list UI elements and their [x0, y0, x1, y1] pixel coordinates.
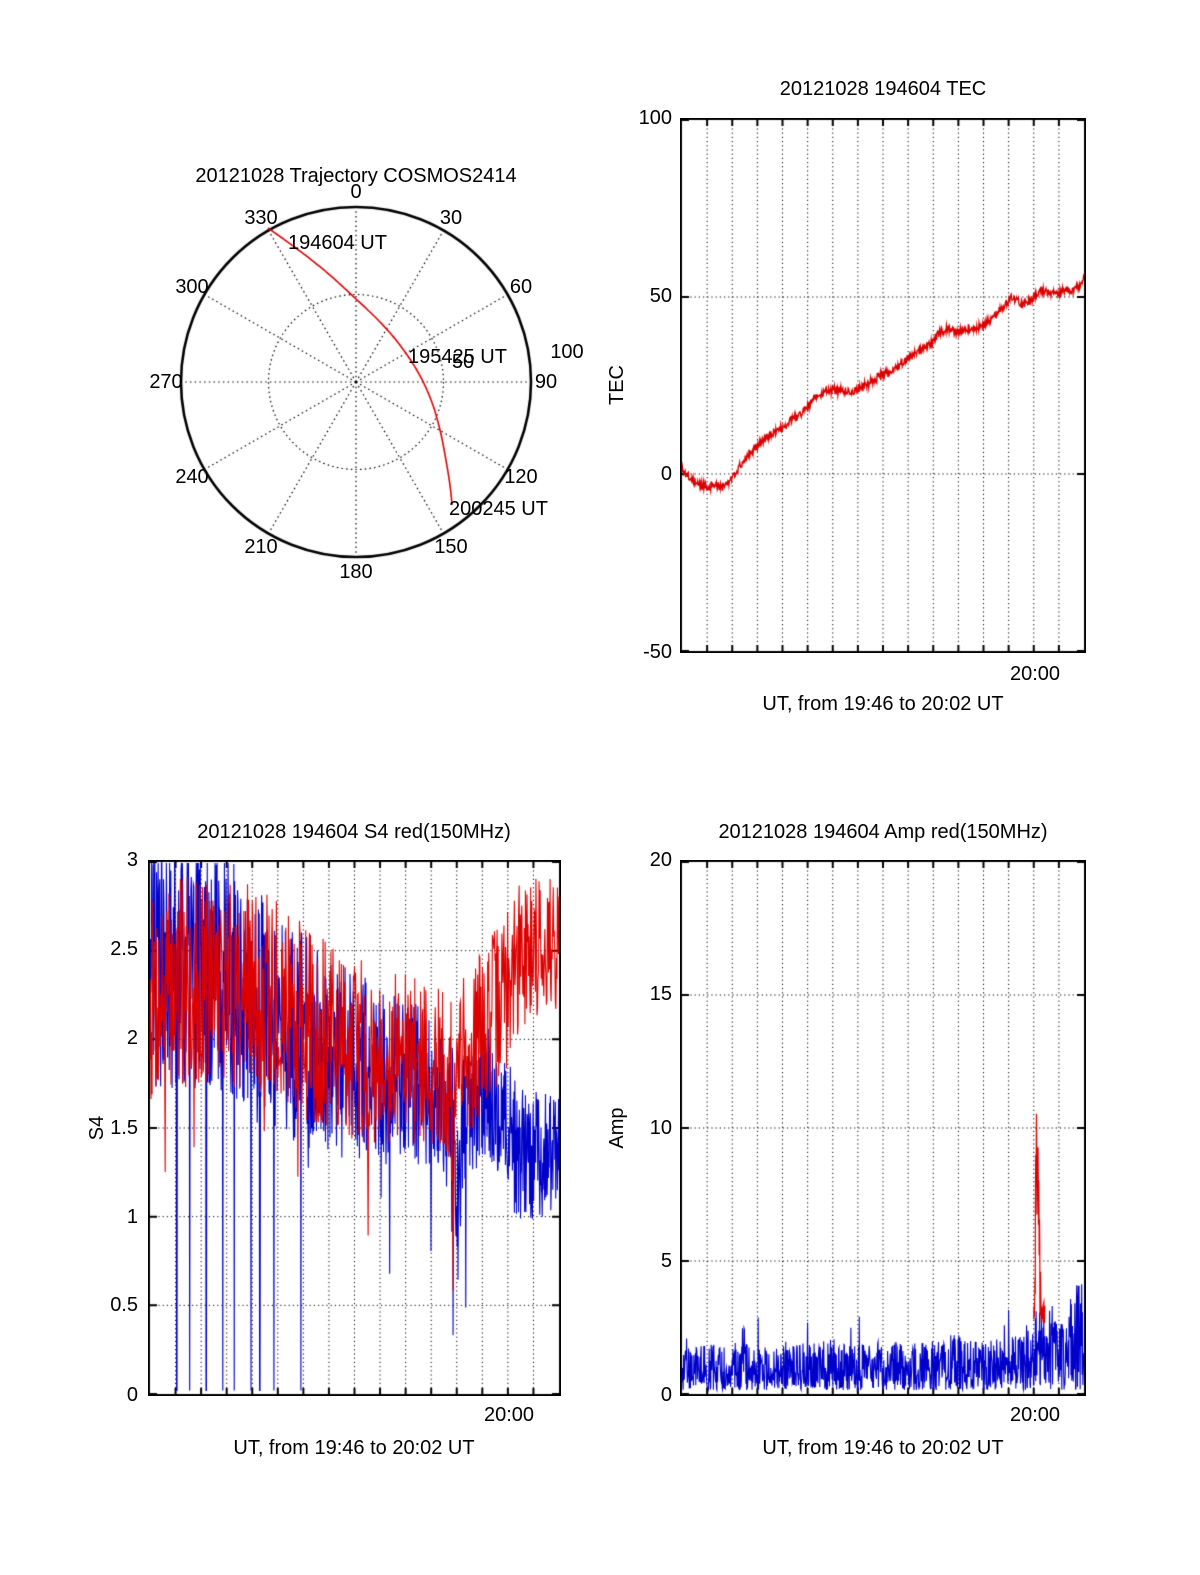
- azimuth-label-270: 270: [149, 371, 183, 393]
- s4-ylabel: S4: [86, 1115, 108, 1141]
- azimuth-label-180: 180: [339, 561, 373, 583]
- s4-ytick-2: 2: [126, 1027, 138, 1049]
- s4-xlabel: UT, from 19:46 to 20:02 UT: [233, 1437, 475, 1459]
- s4-ytick-3: 3: [126, 849, 138, 871]
- tec-ytick-100: 100: [638, 107, 672, 129]
- amp-canvas: [680, 860, 1086, 1396]
- trajectory-annotation-end: 200245 UT: [449, 498, 548, 520]
- tec-ytick-m50: -50: [643, 641, 672, 663]
- azimuth-label-60: 60: [509, 276, 533, 298]
- azimuth-label-330: 330: [244, 207, 278, 229]
- tec-xlabel: UT, from 19:46 to 20:02 UT: [762, 693, 1004, 715]
- s4-ytick-1: 1: [126, 1206, 138, 1228]
- azimuth-label-300: 300: [175, 276, 209, 298]
- tec-canvas: [680, 118, 1086, 653]
- amp-ytick-10: 10: [649, 1117, 672, 1139]
- azimuth-label-210: 210: [244, 536, 278, 558]
- s4-ytick-0: 0: [126, 1384, 138, 1406]
- amp-ytick-0: 0: [660, 1384, 672, 1406]
- range-ring-label-50: 50: [451, 351, 475, 373]
- tec-ytick-50: 50: [649, 285, 672, 307]
- azimuth-label-120: 120: [504, 466, 538, 488]
- tec-xtick-2000: 20:00: [1009, 663, 1061, 685]
- trajectory-canvas: [150, 190, 570, 580]
- trajectory-title: 20121028 Trajectory COSMOS2414: [195, 165, 517, 187]
- trajectory-annotation-start: 194604 UT: [288, 232, 387, 254]
- amp-ylabel: Amp: [606, 1107, 628, 1149]
- amp-xtick-2000: 20:00: [1009, 1404, 1061, 1426]
- s4-ytick-25: 2.5: [110, 938, 138, 960]
- s4-ytick-05: 0.5: [110, 1294, 138, 1316]
- tec-title: 20121028 194604 TEC: [779, 78, 987, 100]
- s4-canvas: [148, 860, 561, 1396]
- s4-xtick-2000: 20:00: [483, 1404, 535, 1426]
- tec-ytick-0: 0: [660, 463, 672, 485]
- s4-ytick-15: 1.5: [110, 1117, 138, 1139]
- azimuth-label-150: 150: [434, 536, 468, 558]
- azimuth-label-0: 0: [350, 181, 362, 203]
- amp-xlabel: UT, from 19:46 to 20:02 UT: [762, 1437, 1004, 1459]
- s4-title: 20121028 194604 S4 red(150MHz): [197, 821, 511, 843]
- amp-ytick-15: 15: [649, 983, 672, 1005]
- amp-ytick-20: 20: [649, 849, 672, 871]
- trajectory-annotation-mid: 195425 UT: [408, 346, 507, 368]
- amp-title: 20121028 194604 Amp red(150MHz): [718, 821, 1048, 843]
- azimuth-label-240: 240: [175, 466, 209, 488]
- azimuth-label-30: 30: [439, 207, 463, 229]
- azimuth-label-90: 90: [534, 371, 558, 393]
- amp-ytick-5: 5: [660, 1250, 672, 1272]
- range-ring-label-100: 100: [550, 341, 584, 363]
- tec-ylabel: TEC: [606, 365, 628, 405]
